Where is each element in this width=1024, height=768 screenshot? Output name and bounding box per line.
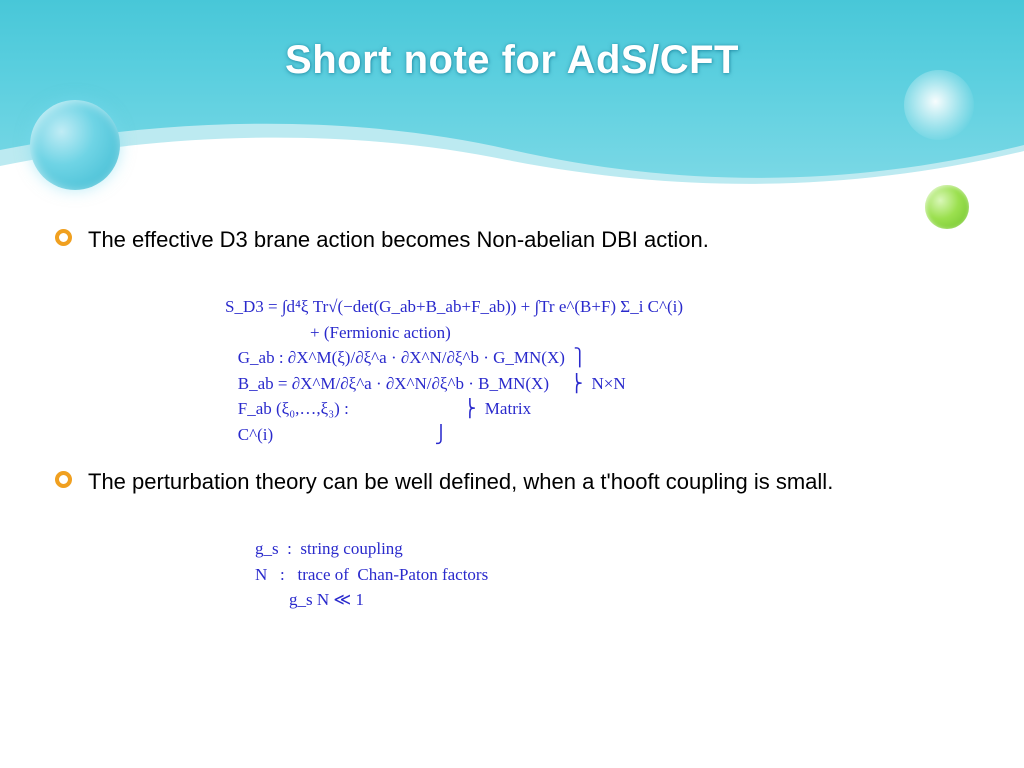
bullet-text-2: The perturbation theory can be well defi… — [88, 467, 833, 497]
eq1-line6: C^(i) ⎭ — [225, 425, 447, 444]
decorative-orb-white — [904, 70, 974, 140]
wave-white-shape — [0, 121, 1024, 191]
eq1-line2: + (Fermionic action) — [225, 323, 451, 342]
slide-title: Short note for AdS/CFT — [0, 38, 1024, 83]
eq2-line1: g_s : string coupling — [255, 539, 403, 558]
bullet-item-1: The effective D3 brane action becomes No… — [55, 225, 969, 255]
slide-header: Short note for AdS/CFT — [0, 0, 1024, 190]
decorative-orb-green — [925, 185, 969, 229]
bullet-text-1: The effective D3 brane action becomes No… — [88, 225, 709, 255]
bullet-marker-icon — [55, 229, 72, 246]
eq1-line1: S_D3 = ∫d⁴ξ Tr√(−det(G_ab+B_ab+F_ab)) + … — [225, 297, 683, 316]
slide-content: The effective D3 brane action becomes No… — [55, 225, 969, 633]
eq2-line2: N : trace of Chan-Paton factors — [255, 565, 488, 584]
bullet-item-2: The perturbation theory can be well defi… — [55, 467, 969, 497]
eq2-line3: g_s N ≪ 1 — [255, 590, 364, 609]
handwritten-formula-2: g_s : string coupling N : trace of Chan-… — [255, 511, 969, 613]
eq1-line5: F_ab (ξ₀,…,ξ₃) : ⎬ Matrix — [225, 399, 531, 418]
handwritten-formula-1: S_D3 = ∫d⁴ξ Tr√(−det(G_ab+B_ab+F_ab)) + … — [225, 269, 969, 448]
decorative-orb-blue — [30, 100, 120, 190]
eq1-line4: B_ab = ∂X^M/∂ξ^a · ∂X^N/∂ξ^b · B_MN(X) ⎬… — [225, 374, 626, 393]
eq1-line3: G_ab : ∂X^M(ξ)/∂ξ^a · ∂X^N/∂ξ^b · G_MN(X… — [225, 348, 586, 367]
bullet-marker-icon — [55, 471, 72, 488]
